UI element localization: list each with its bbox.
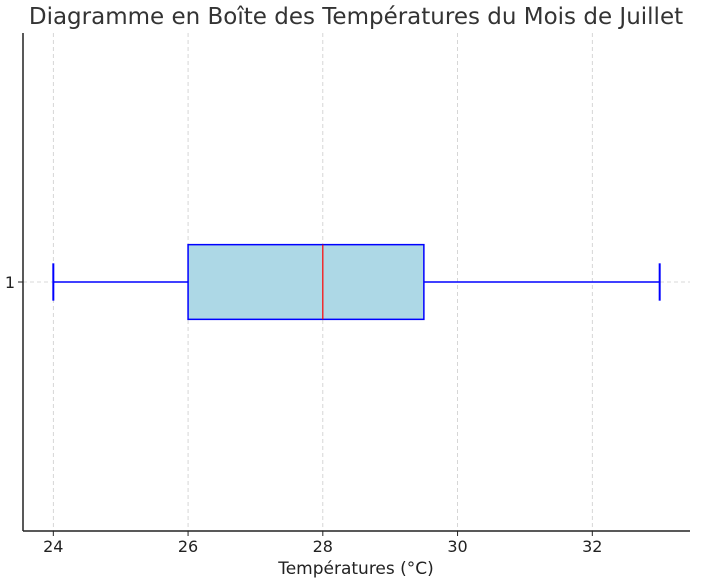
y-tick-label: 1 — [5, 273, 15, 292]
x-tick-label: 26 — [178, 537, 198, 556]
x-tick-label: 24 — [43, 537, 63, 556]
x-tick-label: 32 — [582, 537, 602, 556]
box-iqr — [187, 243, 425, 321]
x-tick-label: 30 — [447, 537, 467, 556]
box-plot-series — [52, 243, 661, 321]
x-axis-label: Températures (°C) — [277, 559, 434, 579]
x-tick-label: 28 — [313, 537, 333, 556]
chart-title: Diagramme en Boîte des Températures du M… — [29, 4, 683, 30]
axes: 24 26 28 30 32 1 — [5, 33, 690, 556]
